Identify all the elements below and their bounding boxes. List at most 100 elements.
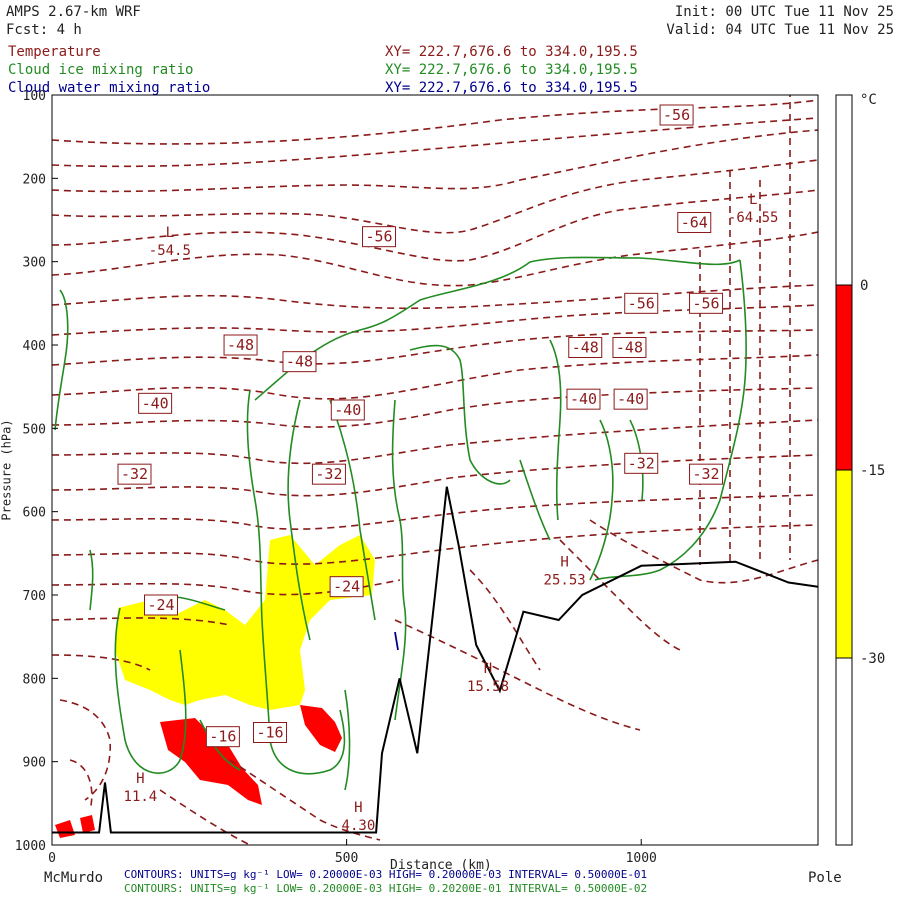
y-tick-label: 400 (23, 339, 46, 354)
colorbar-segment-white-bottom (835, 657, 853, 846)
left-end-label: McMurdo (44, 870, 104, 886)
temperature-contours (52, 95, 818, 845)
temperature-contour-label: -24 (329, 576, 364, 598)
temperature-contour-label: -16 (253, 722, 288, 743)
legend-cloud-ice: Cloud ice mixing ratio (8, 62, 194, 78)
extremum-low: L -64.55 (728, 192, 779, 226)
svg-text:-32: -32 (692, 465, 719, 483)
y-tick-label: 800 (23, 672, 46, 687)
temperature-contour-label: -32 (117, 463, 152, 485)
legend-cloud-water: Cloud water mixing ratio (8, 80, 211, 96)
colorbar-label-15: -15 (860, 463, 886, 479)
svg-text:-32: -32 (315, 465, 342, 483)
svg-text:L: L (166, 225, 174, 241)
forecast-hour: Fcst: 4 h (6, 22, 82, 38)
extremum-low: L -54.5 (149, 225, 191, 259)
svg-text:4.30: 4.30 (342, 818, 376, 834)
footer-cloud-water: CONTOURS: UNITS=g kg⁻¹ LOW= 0.20000E-03 … (124, 868, 648, 881)
temperature-contour-label: -32 (311, 463, 346, 485)
svg-text:L: L (749, 192, 757, 208)
footer-cloud-ice: CONTOURS: UNITS=g kg⁻¹ LOW= 0.20000E-03 … (124, 882, 648, 895)
temperature-contour-label: -64 (677, 212, 712, 233)
svg-text:H: H (560, 554, 568, 570)
valid-time: Valid: 04 UTC Tue 11 Nov 25 (666, 22, 894, 38)
colorbar-label-30: -30 (860, 651, 886, 667)
svg-text:-56: -56 (628, 294, 655, 312)
temperature-contour-label: -16 (205, 726, 240, 748)
svg-text:11.4: 11.4 (124, 789, 158, 805)
svg-text:-32: -32 (121, 465, 148, 483)
temperature-labels: -56 -64 -56 -56 -56 -48 -48 -48 -48 -40 -40 -40 -40 -… (117, 104, 724, 748)
y-tick-label: 900 (23, 756, 46, 771)
temperature-contour-label: -32 (689, 463, 724, 485)
svg-text:-40: -40 (334, 401, 361, 419)
svg-text:-48: -48 (616, 339, 643, 357)
svg-text:-40: -40 (142, 394, 169, 412)
svg-text:-48: -48 (286, 353, 313, 371)
legend-temperature-xy: XY= 222.7,676.6 to 334.0,195.5 (385, 44, 638, 60)
svg-text:-40: -40 (570, 390, 597, 408)
terrain-profile (52, 486, 818, 834)
svg-text:-64: -64 (681, 214, 708, 232)
temperature-contour-label: -48 (282, 351, 317, 373)
svg-text:-56: -56 (663, 106, 690, 124)
svg-text:-32: -32 (628, 454, 655, 472)
y-tick-label: 300 (23, 256, 46, 271)
x-axis-ticks: 0 500 1000 (48, 839, 657, 866)
colorbar-segment-red (835, 284, 853, 471)
temperature-contour-label: -40 (330, 399, 365, 421)
init-time: Init: 00 UTC Tue 11 Nov 25 (674, 4, 894, 20)
x-tick-label: 0 (48, 851, 56, 866)
y-tick-label: 500 (23, 422, 46, 437)
cloud-ice-contours (54, 256, 747, 791)
colorbar-segment-yellow (835, 469, 853, 659)
right-end-label: Pole (808, 870, 842, 886)
colorbar-unit: °C (860, 92, 877, 108)
temperature-contour-label: -40 (613, 388, 648, 410)
legend-temperature: Temperature (8, 44, 101, 60)
temperature-contour-label: -56 (362, 226, 397, 248)
temperature-contour-label: -48 (612, 337, 647, 358)
temperature-contour-label: -40 (566, 388, 601, 410)
legend-cloud-ice-xy: XY= 222.7,676.6 to 334.0,195.5 (385, 62, 638, 78)
red-shading (55, 705, 342, 838)
svg-text:H: H (136, 771, 144, 787)
svg-text:-56: -56 (692, 294, 719, 312)
legend-cloud-water-xy: XY= 222.7,676.6 to 334.0,195.5 (385, 80, 638, 96)
yellow-shading (115, 535, 375, 710)
colorbar-label-0: 0 (860, 278, 869, 294)
svg-text:-48: -48 (227, 336, 254, 354)
svg-text:-16: -16 (209, 728, 236, 746)
temperature-contour-label: -24 (144, 594, 179, 616)
temperature-contour-label: -56 (659, 104, 694, 126)
y-tick-label: 600 (23, 506, 46, 521)
temperature-contour-label: -56 (689, 292, 724, 314)
extremum-high: H 15.58 (467, 661, 509, 695)
extremum-high: H 11.4 (124, 771, 158, 805)
svg-text:-54.5: -54.5 (149, 243, 191, 259)
svg-text:15.58: 15.58 (467, 679, 509, 695)
svg-text:-48: -48 (572, 339, 599, 357)
x-axis-title: Distance (km) (390, 858, 492, 873)
y-tick-label: 100 (23, 89, 46, 104)
svg-text:-56: -56 (365, 228, 392, 246)
extrema-labels: L -54.5 L -64.55 H 25.53 H 15.58 H 11.4 H 4.30 (124, 192, 779, 834)
svg-text:-24: -24 (147, 596, 174, 614)
svg-text:-16: -16 (256, 724, 283, 742)
y-tick-label: 1000 (15, 839, 46, 854)
temperature-contour-label: -56 (624, 292, 659, 314)
model-title: AMPS 2.67-km WRF (6, 4, 141, 20)
cloud-water-contours (394, 631, 399, 651)
colorbar (835, 94, 853, 846)
extremum-high: H 4.30 (342, 800, 376, 834)
svg-text:-40: -40 (617, 390, 644, 408)
extremum-high: H 25.53 (544, 554, 586, 588)
svg-text:-64.55: -64.55 (728, 210, 779, 226)
plot-frame (51, 94, 819, 846)
temperature-contour-label: -48 (568, 337, 603, 358)
svg-text:-24: -24 (333, 578, 360, 596)
temperature-contour-label: -48 (223, 334, 258, 356)
x-tick-label: 1000 (626, 851, 657, 866)
svg-text:25.53: 25.53 (544, 572, 586, 588)
